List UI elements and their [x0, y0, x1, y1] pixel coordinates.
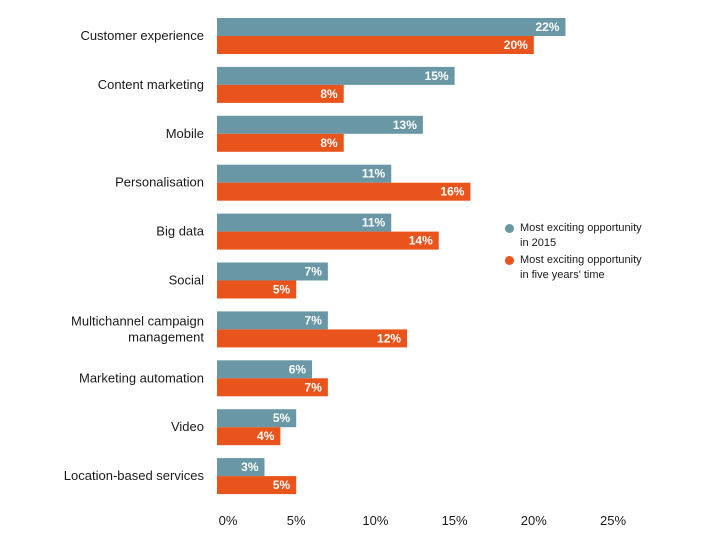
data-label: 5%: [273, 411, 291, 425]
x-tick-label: 15%: [442, 513, 468, 528]
legend-item-five-years: Most exciting opportunity in five years'…: [505, 253, 705, 283]
category-label: Personalisation: [115, 175, 204, 190]
bar-five-years: [217, 133, 344, 152]
data-label: 8%: [320, 136, 338, 150]
data-label: 16%: [440, 185, 464, 199]
bar-five-years: [217, 84, 344, 103]
bar-2015: [217, 164, 392, 183]
bar-2015: [217, 66, 455, 85]
category-label: Location-based services: [64, 468, 205, 483]
data-label: 12%: [377, 331, 401, 345]
data-label: 5%: [273, 478, 291, 492]
category-label: Multichannel campaign management: [71, 313, 204, 344]
x-tick-label: 10%: [362, 513, 388, 528]
data-label: 3%: [241, 460, 259, 474]
x-tick-label: 5%: [287, 513, 306, 528]
x-tick-label: 0%: [219, 513, 238, 528]
bar-2015: [217, 213, 392, 232]
bar-five-years: [217, 427, 281, 446]
data-label: 22%: [535, 20, 559, 34]
data-label: 6%: [289, 362, 307, 376]
data-label: 4%: [257, 429, 275, 443]
data-label: 7%: [305, 265, 323, 279]
bar-2015: [217, 18, 566, 36]
category-label: Mobile: [166, 126, 204, 141]
data-label: 11%: [362, 167, 386, 181]
bar-2015: [217, 409, 297, 428]
data-label: 11%: [362, 216, 386, 230]
bar-2015: [217, 115, 423, 134]
data-label: 15%: [425, 69, 449, 83]
bar-2015: [217, 311, 328, 330]
legend-item-2015: Most exciting opportunity in 2015: [505, 221, 705, 251]
bar-five-years: [217, 182, 471, 201]
data-label: 20%: [504, 38, 528, 52]
data-label: 7%: [305, 313, 323, 327]
bar-five-years: [217, 476, 297, 495]
category-label: Customer experience: [80, 28, 204, 43]
bar-five-years: [217, 231, 439, 250]
data-label: 8%: [320, 87, 338, 101]
data-label: 5%: [273, 283, 291, 297]
legend-label-five-years: Most exciting opportunity in five years'…: [520, 254, 642, 281]
category-label: Social: [169, 273, 205, 288]
legend-swatch-five-years: [505, 256, 514, 265]
bar-five-years: [217, 329, 408, 348]
bar-five-years: [217, 378, 328, 397]
category-label: Video: [171, 419, 204, 434]
data-label: 13%: [393, 118, 417, 132]
bar-five-years: [217, 280, 297, 299]
category-label: Big data: [156, 224, 204, 239]
bar-2015: [217, 262, 328, 281]
legend-swatch-2015: [505, 224, 514, 233]
bar-2015: [217, 458, 265, 477]
x-tick-label: 25%: [600, 513, 626, 528]
legend: Most exciting opportunity in 2015 Most e…: [505, 221, 705, 285]
bar-2015: [217, 360, 313, 379]
data-label: 7%: [305, 380, 323, 394]
bar-five-years: [217, 36, 534, 54]
legend-label-2015: Most exciting opportunity in 2015: [520, 222, 642, 249]
category-label: Content marketing: [98, 77, 204, 92]
data-label: 14%: [409, 234, 433, 248]
x-tick-label: 20%: [521, 513, 547, 528]
category-label: Marketing automation: [79, 370, 204, 385]
